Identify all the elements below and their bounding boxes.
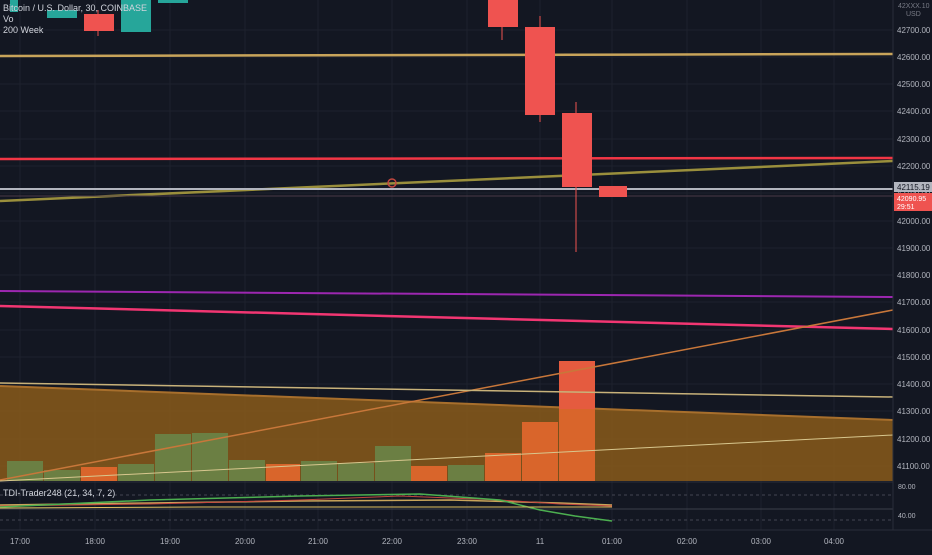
time-axis-label: 18:00: [85, 537, 106, 546]
volume-legend[interactable]: Vo: [3, 14, 14, 24]
volume-area-edge: [0, 385, 894, 421]
volume-bars: [7, 361, 595, 481]
time-axis-label: 17:00: [10, 537, 31, 546]
candle: [599, 186, 627, 197]
time-axis-label: 11: [536, 537, 545, 546]
chart-legend: Bitcoin / U.S. Dollar, 30, COINBASE Vo 2…: [3, 3, 147, 36]
price-axis-label: 42500.00: [897, 80, 931, 89]
volume-bar: [192, 433, 228, 481]
volume-bar-highlight: [559, 361, 595, 409]
price-axis-label: 41500.00: [897, 353, 931, 362]
candle: [121, 0, 151, 32]
volume-bar: [229, 460, 265, 481]
volume-bar: [266, 464, 300, 481]
price-axis-label: 41600.00: [897, 326, 931, 335]
volume-bar: [118, 464, 154, 481]
time-axis-label: 23:00: [457, 537, 478, 546]
purple-trend-line: [0, 290, 894, 298]
countdown-label: 29:51: [897, 204, 915, 211]
tdi-level-80: 80.00: [898, 484, 916, 491]
price-axis-label: 41900.00: [897, 244, 931, 253]
tdi-yellow-line: [0, 506, 612, 509]
volume-bar: [301, 461, 337, 481]
light-rising-line: [0, 434, 894, 482]
time-axis-label: 19:00: [160, 537, 181, 546]
price-axis-label: 42300.00: [897, 135, 931, 144]
pink-trend-line: [0, 304, 894, 331]
candle: [47, 10, 77, 18]
volume-bar: [7, 461, 43, 481]
price-axis-label: 41700.00: [897, 298, 931, 307]
candle: [158, 0, 188, 3]
price-axis-label: 42000.00: [897, 217, 931, 226]
last-price-label: 42090.95: [897, 196, 926, 203]
volume-bar: [375, 446, 411, 481]
time-axis-label: 04:00: [824, 537, 845, 546]
price-axis-currency: USD: [906, 11, 921, 18]
trend-lines: [0, 52, 894, 482]
price-axis-label: 41800.00: [897, 271, 931, 280]
candle: [488, 0, 518, 27]
time-axis-label: 03:00: [751, 537, 772, 546]
tdi-green-line: [0, 493, 613, 522]
price-axis-label: 42400.00: [897, 107, 931, 116]
time-axis-label: 01:00: [602, 537, 623, 546]
candle: [84, 14, 114, 31]
gold-horizontal-line: [0, 52, 894, 58]
time-axis-label: 20:00: [235, 537, 256, 546]
red-horizontal-line: [0, 156, 894, 161]
price-axis-currency-top: 42XXX.10: [898, 3, 930, 10]
symbol-title[interactable]: Bitcoin / U.S. Dollar, 30, COINBASE: [3, 3, 148, 13]
ma-legend[interactable]: 200 Week: [3, 25, 44, 35]
price-axis-label: 42700.00: [897, 26, 931, 35]
time-axis[interactable]: 17:00 18:00 19:00 20:00 21:00 22:00 23:00 11 01:…: [0, 529, 932, 550]
volume-bar: [155, 434, 191, 481]
volume-bar: [485, 453, 521, 481]
price-axis-label: 41100.00: [897, 462, 930, 471]
price-axis-label: 41200.00: [897, 435, 931, 444]
current-price-label: 42115.19: [897, 183, 930, 192]
light-falling-line: [0, 382, 894, 398]
candle: [562, 113, 592, 187]
time-axis-label: 02:00: [677, 537, 698, 546]
price-axis-label: 42200.00: [897, 162, 931, 171]
olive-trend-line: [0, 159, 894, 203]
tdi-red-line: [0, 495, 613, 507]
volume-bar: [411, 466, 447, 481]
time-axis-label: 21:00: [308, 537, 329, 546]
tdi-gold-line: [0, 499, 613, 506]
tdi-level-40: 40.00: [898, 513, 916, 520]
volume-bar: [338, 463, 374, 481]
price-axis[interactable]: 42XXX.10 USD 42700.00 42600.00 42500.00 424…: [892, 0, 932, 550]
candle: [525, 27, 555, 115]
current-price-tag: [894, 182, 932, 192]
volume-bar: [44, 470, 80, 481]
time-axis-label: 22:00: [382, 537, 403, 546]
last-price-tag: [894, 193, 932, 211]
tdi-pane: [0, 493, 893, 522]
drawing-anchor: [387, 178, 397, 188]
orange-rising-line: [0, 309, 894, 481]
price-axis-label: 41400.00: [897, 380, 931, 389]
volume-bar: [81, 467, 117, 481]
tdi-legend[interactable]: TDI-Trader248 (21, 34, 7, 2): [3, 488, 116, 498]
price-axis-label: 42600.00: [897, 53, 931, 62]
price-axis-label: 41300.00: [897, 407, 931, 416]
volume-bar: [448, 465, 484, 481]
candle: [10, 0, 18, 12]
volume-bar: [522, 422, 558, 481]
candles: [10, 0, 627, 252]
